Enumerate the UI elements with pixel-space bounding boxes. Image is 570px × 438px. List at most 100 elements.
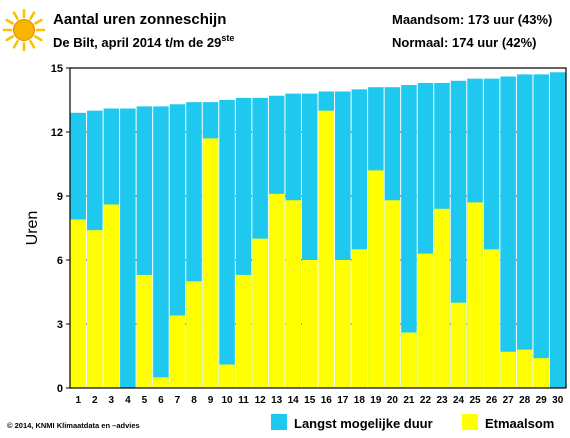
daily-sum-bar xyxy=(401,332,417,388)
x-tick-label: 1 xyxy=(75,395,81,406)
x-tick-label: 10 xyxy=(222,395,234,406)
x-tick-label: 18 xyxy=(354,395,366,406)
x-tick-label: 17 xyxy=(337,395,349,406)
x-tick-label: 25 xyxy=(470,395,482,406)
daily-sum-bar xyxy=(533,358,549,388)
x-tick-label: 28 xyxy=(519,395,531,406)
plot-frame xyxy=(69,67,567,389)
y-tick-label: 12 xyxy=(51,127,63,139)
sun-ray xyxy=(12,11,19,21)
copyright: © 2014, KNMI Klimaatdata en –advies xyxy=(7,421,140,430)
daily-sum-bar xyxy=(153,377,169,388)
max-duration-bar xyxy=(153,106,169,389)
month-total: Maandsom: 173 uur (43%) xyxy=(392,12,552,27)
x-tick-label: 9 xyxy=(208,395,214,406)
y-axis-ticks: 0 3 6 9 12 15 xyxy=(51,63,70,395)
sun-core xyxy=(13,19,35,41)
x-axis-ticks: 1 2 3 4 5 6 7 8 9 10 11 12 13 14 15 16 17 18 19 20 21 22 23 24 2… xyxy=(75,395,563,406)
x-tick-label: 2 xyxy=(92,395,98,406)
x-tick-label: 14 xyxy=(288,395,300,406)
max-duration-bar xyxy=(500,76,516,389)
daily-sum-bar xyxy=(467,202,483,388)
x-tick-label: 19 xyxy=(370,395,382,406)
x-tick-label: 7 xyxy=(175,395,181,406)
daily-sum-bar xyxy=(434,208,450,388)
normal-value: Normaal: 174 uur (42%) xyxy=(392,35,537,50)
daily-sum-bar xyxy=(268,193,285,388)
subtitle-suffix: ste xyxy=(221,33,234,43)
x-tick-label: 4 xyxy=(125,395,131,406)
x-tick-label: 5 xyxy=(142,395,148,406)
max-duration-bar xyxy=(533,74,549,389)
legend-swatch-daily-sum xyxy=(462,414,478,430)
y-tick-label: 9 xyxy=(57,191,63,203)
daily-sum-bar xyxy=(351,249,368,388)
sun-ray xyxy=(33,35,43,42)
x-tick-label: 24 xyxy=(453,395,465,406)
chart-title: Aantal uren zonneschijn xyxy=(53,11,226,28)
x-tick-label: 29 xyxy=(536,395,548,406)
y-tick-label: 3 xyxy=(57,319,63,331)
x-tick-label: 8 xyxy=(191,395,197,406)
daily-sum-bar xyxy=(202,138,219,388)
x-tick-label: 27 xyxy=(503,395,515,406)
x-tick-label: 3 xyxy=(109,395,115,406)
x-tick-label: 11 xyxy=(238,395,249,406)
max-duration-bar xyxy=(516,74,533,389)
max-duration-bar xyxy=(549,72,566,389)
sun-ray xyxy=(29,11,36,21)
y-tick-label: 6 xyxy=(57,255,63,267)
daily-sum-bar xyxy=(450,302,467,388)
daily-sum-bar xyxy=(318,110,335,389)
plot-background xyxy=(70,68,566,388)
x-tick-label: 21 xyxy=(403,395,415,406)
y-axis-label: Uren xyxy=(24,211,41,246)
daily-sum-bar xyxy=(235,274,252,388)
legend-label-max-duration: Langst mogelijke duur xyxy=(294,416,433,431)
daily-sum-bar xyxy=(335,260,351,388)
x-tick-label: 23 xyxy=(436,395,448,406)
daily-sum-bar xyxy=(368,170,384,388)
x-tick-label: 12 xyxy=(255,395,267,406)
daily-sum-bar xyxy=(136,274,153,388)
daily-sum-bar xyxy=(186,281,202,388)
daily-sum-bar xyxy=(516,349,533,388)
daily-sum-bar xyxy=(285,200,301,388)
max-duration-bar xyxy=(120,108,136,389)
max-duration-bar xyxy=(401,85,417,389)
sun-icon xyxy=(2,8,46,52)
daily-sum-bar xyxy=(500,351,516,388)
sun-ray xyxy=(29,39,36,49)
y-tick-label: 0 xyxy=(57,383,63,395)
daily-sum-bar xyxy=(103,204,120,388)
legend-swatch-max-duration xyxy=(271,414,287,430)
daily-sum-bar xyxy=(417,253,434,388)
x-tick-label: 13 xyxy=(271,395,283,406)
daily-sum-bar xyxy=(70,219,87,388)
legend-label-daily-sum: Etmaalsom xyxy=(485,416,554,431)
daily-sum-bar xyxy=(252,238,268,388)
sun-ray xyxy=(5,18,15,25)
daily-sum-bars xyxy=(70,110,549,389)
x-tick-label: 6 xyxy=(158,395,164,406)
max-duration-bar xyxy=(219,100,235,388)
daily-sum-bar xyxy=(87,230,103,388)
sun-ray xyxy=(12,39,19,49)
x-tick-label: 16 xyxy=(321,395,333,406)
x-tick-label: 22 xyxy=(420,395,432,406)
sun-ray xyxy=(5,35,15,42)
daily-sum-bar xyxy=(169,315,186,388)
y-tick-label: 15 xyxy=(51,63,63,75)
subtitle-main: De Bilt, april 2014 t/m de 29 xyxy=(53,35,221,50)
sun-ray xyxy=(33,18,43,25)
daily-sum-bar xyxy=(384,200,401,388)
x-tick-label: 30 xyxy=(552,395,564,406)
x-tick-label: 20 xyxy=(387,395,399,406)
daily-sum-bar xyxy=(483,249,500,388)
daily-sum-bar xyxy=(301,260,318,388)
x-tick-label: 15 xyxy=(304,395,316,406)
daily-sum-bar xyxy=(219,364,235,388)
chart-subtitle: De Bilt, april 2014 t/m de 29ste xyxy=(53,33,234,50)
x-tick-label: 26 xyxy=(486,395,498,406)
